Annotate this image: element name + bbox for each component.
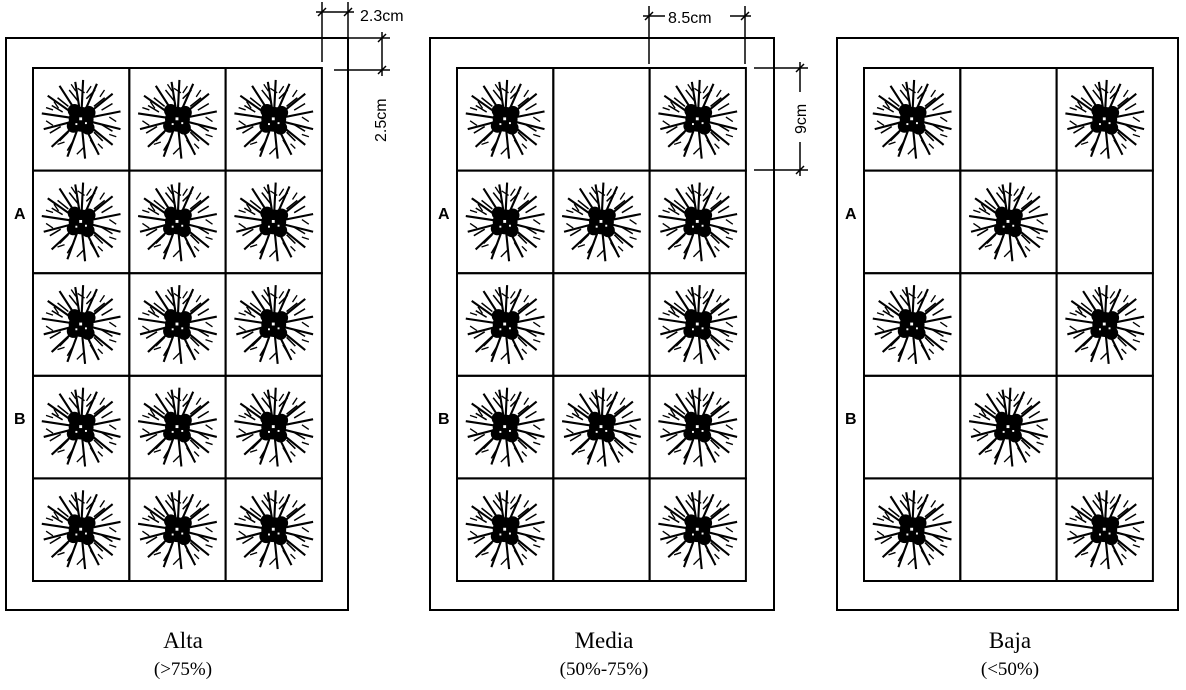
- caption-alta-subtitle: (>75%): [153, 659, 213, 680]
- plot-border: [429, 37, 775, 611]
- caption-alta-title: Alta: [163, 628, 203, 653]
- caption-media-title: Media: [574, 628, 634, 653]
- plant-icon: [137, 490, 217, 570]
- plant-icon: [872, 285, 952, 364]
- plant-icon: [234, 490, 314, 570]
- row-label-b: B: [14, 411, 26, 428]
- plant-icon: [137, 182, 217, 262]
- plant-icon: [968, 387, 1048, 467]
- dimension-d1: [316, 2, 354, 62]
- plant-icon: [234, 285, 314, 364]
- plant-icon: [137, 285, 217, 364]
- grid-cell: [552, 477, 651, 582]
- row-label-b: B: [845, 411, 857, 428]
- plant-icon: [41, 182, 121, 262]
- plant-icon: [465, 285, 545, 364]
- grid-cell: [1055, 477, 1154, 582]
- caption-baja-subtitle: (<50%): [980, 659, 1040, 680]
- dimension-d2-label: 2.5cm: [373, 98, 390, 142]
- caption-alta: Alta (>75%): [63, 628, 303, 682]
- caption-media: Media (50%-75%): [484, 628, 724, 682]
- plant-icon: [234, 182, 314, 262]
- plant-icon: [465, 387, 545, 467]
- plant-icon: [465, 490, 545, 570]
- plant-icon: [234, 387, 314, 467]
- row-label-a: A: [845, 206, 857, 223]
- row-label-a: A: [14, 206, 26, 223]
- panel-media: AB: [429, 37, 775, 611]
- panel-baja: AB: [836, 37, 1179, 611]
- grid-cell: [959, 67, 1058, 172]
- plant-icon: [465, 79, 545, 159]
- panel-alta: AB: [5, 37, 349, 611]
- grid-cell: [959, 272, 1058, 377]
- dimension-d3-label: 8.5cm: [668, 10, 712, 27]
- plant-icon: [137, 79, 217, 159]
- plant-icon: [1065, 285, 1145, 364]
- dimension-d2: [334, 32, 390, 76]
- plant-icon: [1065, 79, 1145, 159]
- plot-border: [836, 37, 1179, 611]
- caption-baja: Baja (<50%): [890, 628, 1130, 682]
- plant-icon: [658, 285, 738, 364]
- grid-cell: [1055, 374, 1154, 480]
- grid-cell: [224, 477, 323, 582]
- row-label-b: B: [438, 411, 450, 428]
- plot-border: [5, 37, 349, 611]
- plant-icon: [658, 387, 738, 467]
- plant-icon: [41, 79, 121, 159]
- plant-icon: [41, 387, 121, 467]
- plant-icon: [872, 490, 952, 570]
- grid-cell: [959, 477, 1058, 582]
- plant-icon: [41, 490, 121, 570]
- plant-icon: [658, 79, 738, 159]
- plant-icon: [561, 182, 641, 262]
- grid-cell: [552, 272, 651, 377]
- row-label-a: A: [438, 206, 450, 223]
- caption-baja-title: Baja: [988, 628, 1032, 653]
- plant-icon: [872, 79, 952, 159]
- caption-media-subtitle: (50%-75%): [559, 659, 649, 680]
- plant-icon: [561, 387, 641, 467]
- plant-icon: [658, 490, 738, 570]
- plant-icon: [1065, 490, 1145, 570]
- grid-cell: [863, 169, 962, 275]
- plant-icon: [968, 182, 1048, 262]
- grid-cell: [1055, 169, 1154, 275]
- plant-icon: [137, 387, 217, 467]
- dimension-d4-label: 9cm: [793, 104, 810, 134]
- plant-icon: [658, 182, 738, 262]
- grid-cell: [552, 67, 651, 172]
- grid-cell: [863, 374, 962, 480]
- dimension-d1-label: 2.3cm: [360, 8, 404, 25]
- plant-icon: [234, 79, 314, 159]
- plant-icon: [465, 182, 545, 262]
- plant-icon: [41, 285, 121, 364]
- grid-cell: [648, 477, 747, 582]
- dimension-d3: [643, 6, 751, 64]
- dimension-d4: [754, 62, 808, 176]
